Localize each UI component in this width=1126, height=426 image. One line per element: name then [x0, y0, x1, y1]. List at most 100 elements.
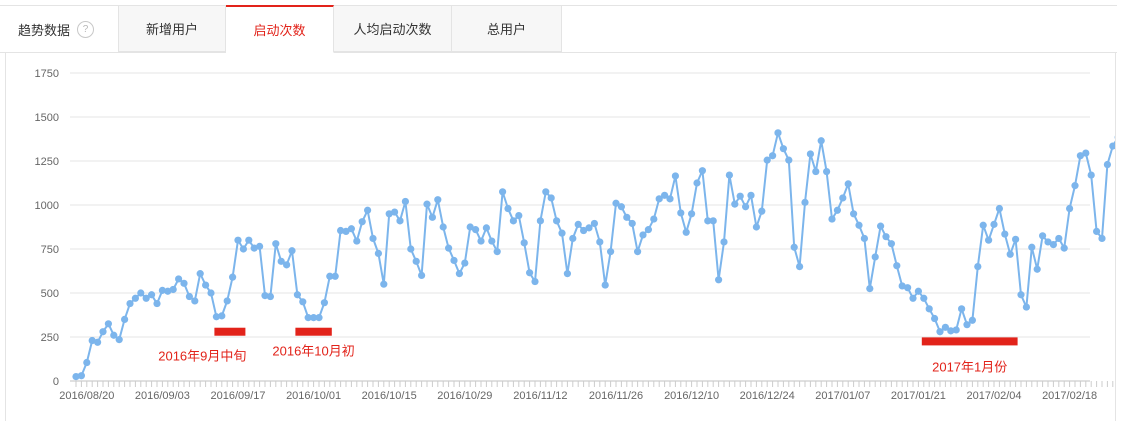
annotation-label: 2017年1月份: [932, 359, 1007, 374]
data-point: [785, 157, 792, 164]
data-point: [980, 222, 987, 229]
data-point: [121, 316, 128, 323]
data-point: [953, 326, 960, 333]
data-point: [758, 208, 765, 215]
tab-launch-count[interactable]: 启动次数: [226, 5, 334, 53]
data-point: [380, 281, 387, 288]
data-point: [1050, 241, 1057, 248]
annotation-label: 2016年10月初: [272, 344, 354, 359]
data-point: [450, 257, 457, 264]
data-point: [375, 250, 382, 257]
data-point: [872, 253, 879, 260]
data-point: [402, 198, 409, 205]
data-point: [888, 240, 895, 247]
data-point: [99, 328, 106, 335]
data-point: [1007, 251, 1014, 258]
data-point: [996, 205, 1003, 212]
data-point: [564, 270, 571, 277]
x-tick-label: 2017/02/18: [1042, 390, 1097, 402]
data-point: [1109, 142, 1115, 149]
data-point: [197, 270, 204, 277]
trend-tabbar: 趋势数据 ? 新增用户 启动次数 人均启动次数 总用户: [0, 5, 1117, 53]
data-point: [429, 214, 436, 221]
data-point: [828, 215, 835, 222]
data-point: [742, 203, 749, 210]
x-tick-label: 2017/01/21: [891, 390, 946, 402]
y-tick-label: 1000: [35, 200, 59, 212]
data-point: [974, 263, 981, 270]
data-point: [720, 238, 727, 245]
data-point: [769, 152, 776, 159]
data-point: [477, 237, 484, 244]
data-point: [456, 270, 463, 277]
data-point: [715, 276, 722, 283]
data-point: [240, 245, 247, 252]
data-point: [780, 145, 787, 152]
y-tick-label: 0: [53, 376, 59, 388]
data-point: [407, 245, 414, 252]
trend-title-text: 趋势数据: [18, 20, 70, 39]
data-point: [105, 320, 112, 327]
data-point: [623, 214, 630, 221]
y-tick-label: 1250: [35, 156, 59, 168]
data-point: [137, 289, 144, 296]
data-point: [537, 217, 544, 224]
data-point: [796, 263, 803, 270]
data-point: [569, 235, 576, 242]
data-point: [369, 235, 376, 242]
x-tick-label: 2016/10/01: [286, 390, 341, 402]
x-tick-label: 2016/10/15: [362, 390, 417, 402]
data-point: [958, 305, 965, 312]
help-icon[interactable]: ?: [77, 21, 94, 38]
data-point: [774, 129, 781, 136]
x-tick-label: 2016/11/12: [513, 390, 567, 402]
x-tick-label: 2016/09/17: [210, 390, 265, 402]
data-point: [1082, 149, 1089, 156]
data-point: [726, 171, 733, 178]
data-point: [1104, 161, 1111, 168]
tab-new-users[interactable]: 新增用户: [118, 5, 226, 52]
data-point: [877, 223, 884, 230]
data-point: [283, 261, 290, 268]
tab-total-users[interactable]: 总用户: [452, 5, 562, 52]
data-point: [747, 192, 754, 199]
data-point: [1023, 303, 1030, 310]
data-point: [510, 217, 517, 224]
data-point: [526, 269, 533, 276]
data-point: [472, 226, 479, 233]
data-point: [440, 223, 447, 230]
data-point: [753, 223, 760, 230]
data-point: [823, 168, 830, 175]
data-point: [893, 262, 900, 269]
data-point: [413, 258, 420, 265]
data-point: [272, 240, 279, 247]
data-point: [153, 300, 160, 307]
data-point: [423, 201, 430, 208]
data-point: [348, 225, 355, 232]
data-point: [445, 245, 452, 252]
tab-launches-per-user[interactable]: 人均启动次数: [334, 5, 452, 52]
data-point: [245, 237, 252, 244]
data-point: [699, 167, 706, 174]
data-point: [639, 231, 646, 238]
x-tick-label: 2016/12/10: [664, 390, 719, 402]
data-point: [391, 208, 398, 215]
annotation-label: 2016年9月中旬: [158, 349, 246, 364]
data-point: [845, 180, 852, 187]
data-point: [985, 237, 992, 244]
data-point: [834, 207, 841, 214]
data-point: [531, 278, 538, 285]
data-point: [672, 172, 679, 179]
data-point: [812, 168, 819, 175]
data-point: [1066, 205, 1073, 212]
data-point: [909, 295, 916, 302]
data-point: [1071, 182, 1078, 189]
y-tick-label: 1500: [35, 112, 59, 124]
data-point: [499, 188, 506, 195]
data-point: [882, 233, 889, 240]
data-point: [170, 286, 177, 293]
data-point: [693, 179, 700, 186]
data-point: [434, 196, 441, 203]
